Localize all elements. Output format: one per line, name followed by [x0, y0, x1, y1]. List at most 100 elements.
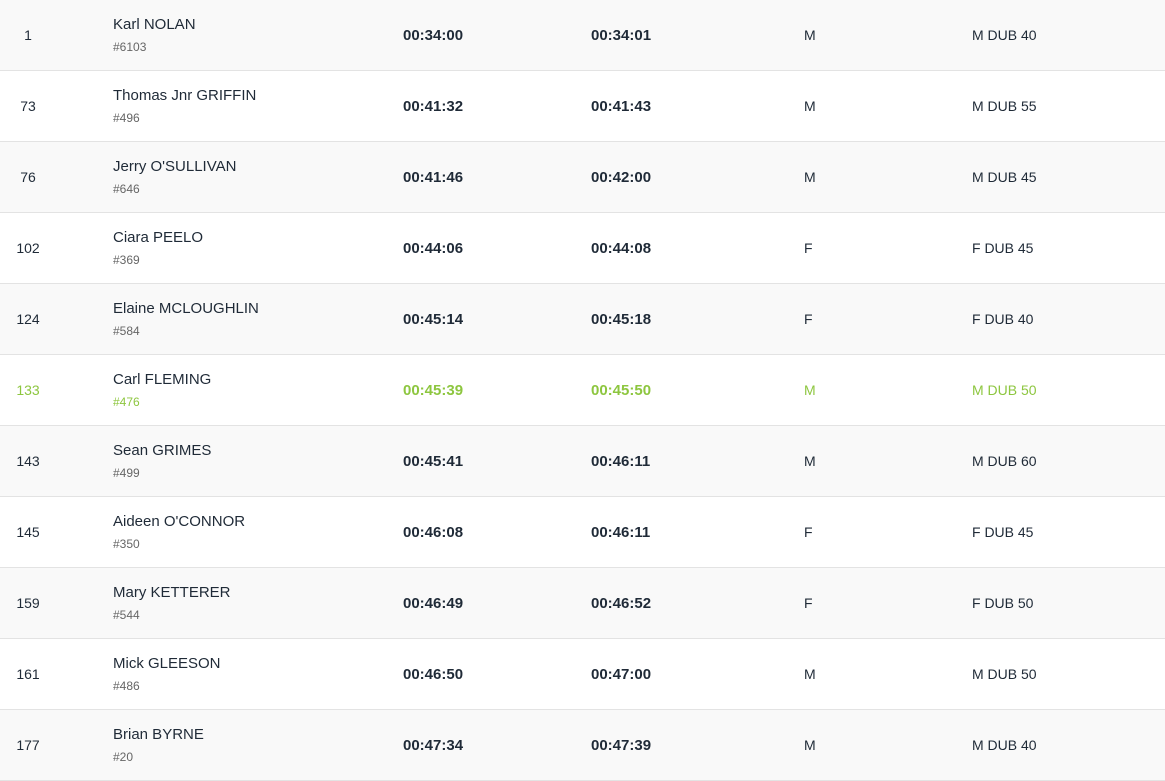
gender: M	[804, 737, 816, 753]
rank: 102	[16, 240, 40, 256]
bib-number: #584	[113, 324, 140, 338]
category: M DUB 55	[972, 98, 1037, 114]
gender: F	[804, 524, 813, 540]
table-row[interactable]: 76 Jerry O'SULLIVAN #646 00:41:46 00:42:…	[0, 142, 1165, 213]
gun-time: 00:45:18	[591, 310, 652, 328]
runner-name[interactable]: Brian BYRNE	[113, 726, 204, 743]
gun-time: 00:34:01	[591, 26, 652, 44]
runner-name[interactable]: Aideen O'CONNOR	[113, 513, 246, 530]
bib-number: #499	[113, 466, 140, 480]
runner: Brian BYRNE #20	[113, 710, 204, 780]
runner-name[interactable]: Carl FLEMING	[113, 371, 212, 388]
rank: 133	[16, 382, 40, 398]
table-row[interactable]: 161 Mick GLEESON #486 00:46:50 00:47:00 …	[0, 639, 1165, 710]
category: F DUB 40	[972, 311, 1034, 327]
table-row[interactable]: 145 Aideen O'CONNOR #350 00:46:08 00:46:…	[0, 497, 1165, 568]
gender: F	[804, 240, 813, 256]
category: M DUB 50	[972, 666, 1037, 682]
rank: 73	[20, 98, 36, 114]
table-row[interactable]: 73 Thomas Jnr GRIFFIN #496 00:41:32 00:4…	[0, 71, 1165, 142]
runner-name[interactable]: Mary KETTERER	[113, 584, 231, 601]
chip-time: 00:46:08	[403, 523, 464, 541]
runner-name[interactable]: Jerry O'SULLIVAN	[113, 158, 237, 175]
gun-time: 00:41:43	[591, 97, 652, 115]
category: F DUB 45	[972, 240, 1034, 256]
rank: 1	[24, 27, 32, 43]
chip-time: 00:46:50	[403, 665, 464, 683]
runner-name[interactable]: Thomas Jnr GRIFFIN	[113, 87, 257, 104]
bib-number: #646	[113, 182, 140, 196]
chip-time: 00:41:46	[403, 168, 464, 186]
bib-number: #369	[113, 253, 140, 267]
gun-time: 00:46:11	[591, 452, 651, 470]
rank: 159	[16, 595, 40, 611]
gender: M	[804, 98, 816, 114]
chip-time: 00:44:06	[403, 239, 464, 257]
table-row[interactable]: 124 Elaine MCLOUGHLIN #584 00:45:14 00:4…	[0, 284, 1165, 355]
gender: F	[804, 311, 813, 327]
table-row[interactable]: 159 Mary KETTERER #544 00:46:49 00:46:52…	[0, 568, 1165, 639]
category: M DUB 45	[972, 169, 1037, 185]
gender: M	[804, 27, 816, 43]
runner: Carl FLEMING #476	[113, 355, 211, 425]
gun-time: 00:46:11	[591, 523, 651, 541]
bib-number: #476	[113, 395, 140, 409]
runner-name[interactable]: Mick GLEESON	[113, 655, 221, 672]
rank: 143	[16, 453, 40, 469]
runner: Ciara PEELO #369	[113, 213, 203, 283]
runner-name[interactable]: Sean GRIMES	[113, 442, 212, 459]
runner: Jerry O'SULLIVAN #646	[113, 142, 236, 212]
chip-time: 00:46:49	[403, 594, 464, 612]
category: F DUB 45	[972, 524, 1034, 540]
chip-time: 00:45:14	[403, 310, 464, 328]
gender: F	[804, 595, 813, 611]
bib-number: #20	[113, 750, 134, 764]
runner: Mary KETTERER #544	[113, 568, 231, 638]
rank: 76	[20, 169, 36, 185]
bib-number: #496	[113, 111, 140, 125]
gun-time: 00:47:39	[591, 736, 652, 754]
table-row[interactable]: 133 Carl FLEMING #476 00:45:39 00:45:50 …	[0, 355, 1165, 426]
rank: 161	[16, 666, 40, 682]
gun-time: 00:45:50	[591, 381, 652, 399]
gun-time: 00:42:00	[591, 168, 652, 186]
runner: Karl NOLAN #6103	[113, 0, 196, 70]
runner: Sean GRIMES #499	[113, 426, 211, 496]
gender: M	[804, 169, 816, 185]
category: F DUB 50	[972, 595, 1034, 611]
category: M DUB 50	[972, 382, 1037, 398]
bib-number: #6103	[113, 40, 147, 54]
chip-time: 00:34:00	[403, 26, 464, 44]
rank: 145	[16, 524, 40, 540]
gender: M	[804, 666, 816, 682]
chip-time: 00:41:32	[403, 97, 464, 115]
rank: 124	[16, 311, 40, 327]
bib-number: #544	[113, 608, 140, 622]
table-row[interactable]: 102 Ciara PEELO #369 00:44:06 00:44:08 F…	[0, 213, 1165, 284]
gun-time: 00:47:00	[591, 665, 652, 683]
chip-time: 00:47:34	[403, 736, 464, 754]
gun-time: 00:44:08	[591, 239, 652, 257]
runner-name[interactable]: Ciara PEELO	[113, 229, 204, 246]
rank: 177	[16, 737, 40, 753]
chip-time: 00:45:41	[403, 452, 464, 470]
runner: Aideen O'CONNOR #350	[113, 497, 245, 567]
runner: Elaine MCLOUGHLIN #584	[113, 284, 259, 354]
runner-name[interactable]: Elaine MCLOUGHLIN	[113, 300, 259, 317]
bib-number: #486	[113, 679, 140, 693]
table-row[interactable]: 1 Karl NOLAN #6103 00:34:00 00:34:01 M M…	[0, 0, 1165, 71]
category: M DUB 40	[972, 737, 1037, 753]
runner: Thomas Jnr GRIFFIN #496	[113, 71, 256, 141]
runner: Mick GLEESON #486	[113, 639, 221, 709]
category: M DUB 60	[972, 453, 1037, 469]
gun-time: 00:46:52	[591, 594, 652, 612]
gender: M	[804, 382, 816, 398]
runner-name[interactable]: Karl NOLAN	[113, 16, 196, 33]
bib-number: #350	[113, 537, 140, 551]
table-row[interactable]: 143 Sean GRIMES #499 00:45:41 00:46:11 M…	[0, 426, 1165, 497]
category: M DUB 40	[972, 27, 1037, 43]
chip-time: 00:45:39	[403, 381, 464, 399]
gender: M	[804, 453, 816, 469]
table-row[interactable]: 177 Brian BYRNE #20 00:47:34 00:47:39 M …	[0, 710, 1165, 781]
